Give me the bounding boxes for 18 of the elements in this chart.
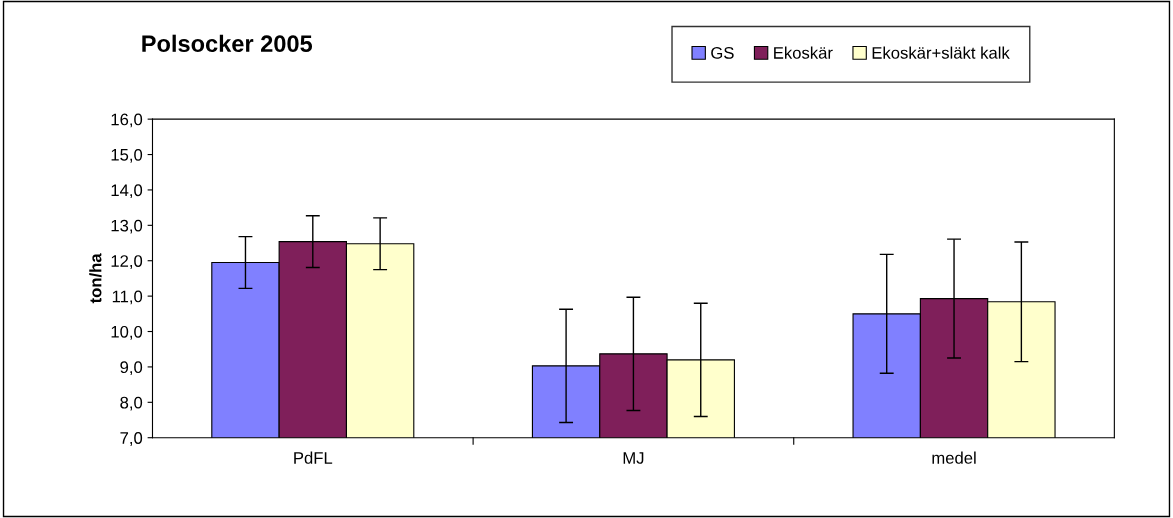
y-axis-title: ton/ha (89, 253, 102, 304)
x-tick-label: MJ (623, 452, 644, 464)
y-tick-label: 12,0 (111, 255, 143, 269)
y-tick-label: 7,0 (120, 432, 143, 446)
y-tick-label: 9,0 (120, 361, 143, 376)
legend-label: Ekoskär+släkt kalk (872, 46, 1010, 59)
y-tick-label: 8,0 (120, 396, 143, 411)
legend-label: Ekoskär (774, 46, 833, 59)
y-tick-label: 16,0 (111, 113, 143, 128)
y-tick-label: 15,0 (111, 148, 143, 163)
y-tick-label: 11,0 (112, 290, 143, 305)
legend-label: GS (711, 46, 734, 59)
y-tick-label: 10,0 (111, 325, 143, 340)
y-tick-label: 14,0 (111, 184, 143, 199)
x-tick-label: PdFL (294, 451, 333, 464)
x-tick-label: medel (932, 451, 976, 464)
chart-title: Polsocker 2005 (142, 34, 313, 53)
y-tick-label: 13,0 (111, 219, 143, 234)
